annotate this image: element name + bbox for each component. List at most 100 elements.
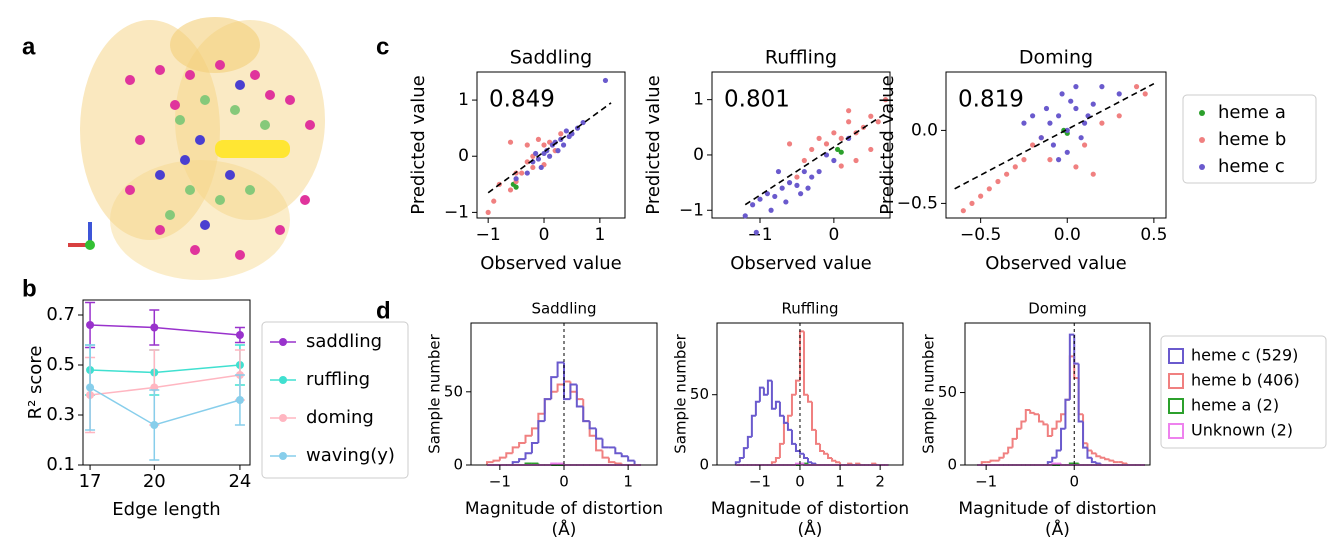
histogram-step	[794, 379, 800, 395]
y-tick-label: 0	[458, 146, 469, 166]
scatter-point	[530, 164, 536, 171]
histogram-step	[492, 459, 500, 463]
panel-label: b	[22, 275, 37, 302]
scatter-point	[742, 213, 748, 219]
scatter-point	[868, 113, 874, 119]
scatter-point	[783, 199, 789, 205]
legend-marker	[1168, 373, 1184, 389]
histogram-step	[1077, 363, 1084, 423]
subplot-title: Saddling	[531, 300, 596, 318]
histogram-step	[835, 460, 841, 464]
y-tick-label: 0.1	[46, 454, 75, 475]
point	[150, 421, 159, 429]
y-axis-label: Sample number	[672, 333, 690, 453]
point	[235, 331, 244, 339]
scatter-point	[538, 164, 544, 171]
x-tick-label: 0	[795, 473, 805, 491]
histogram-step	[802, 453, 808, 459]
histogram-step	[537, 420, 545, 444]
legend-marker	[1199, 164, 1205, 170]
y-tick-label: 50	[690, 385, 709, 403]
histogram-step	[550, 376, 558, 400]
legend-label: heme c	[1218, 156, 1285, 177]
trend-line	[954, 82, 1155, 190]
histogram-step	[806, 394, 813, 403]
histogram-step	[543, 398, 552, 422]
x-axis-label: Observed value	[985, 253, 1127, 274]
scatter-point	[969, 200, 975, 206]
scatter-point	[1116, 91, 1122, 97]
histogram-step	[754, 400, 760, 416]
scatter-point	[485, 209, 491, 215]
histogram-step	[786, 422, 792, 431]
point	[86, 383, 95, 392]
scatter-point	[507, 139, 514, 145]
histogram-step	[1055, 420, 1062, 429]
plot-frame	[945, 71, 1167, 219]
histogram-step	[1121, 462, 1128, 465]
scatter-point	[816, 168, 822, 175]
y-tick-label: 0	[947, 456, 957, 474]
point	[150, 323, 159, 332]
histogram-step	[1051, 456, 1057, 463]
y-tick-label: 1	[458, 90, 469, 110]
histogram-step	[620, 453, 629, 458]
histogram-step	[518, 442, 526, 448]
y-tick-label: 0	[693, 145, 704, 165]
scatter-point	[1004, 171, 1010, 177]
scatter-point	[1064, 127, 1070, 133]
histogram-step	[563, 362, 571, 401]
scatter-point	[560, 142, 567, 148]
legend-label: heme b (406)	[1191, 371, 1300, 390]
scatter-point	[1021, 157, 1027, 163]
histogram-step	[627, 456, 635, 462]
histogram-step	[498, 456, 507, 461]
histogram-step	[569, 383, 577, 400]
x-tick-label: −1	[489, 473, 511, 491]
x-axis-label: Observed value	[480, 253, 622, 274]
legend-label: heme a (2)	[1191, 396, 1279, 415]
histogram-step	[1060, 413, 1066, 422]
histogram-step	[1002, 452, 1009, 458]
legend-label: saddling	[306, 331, 382, 352]
scatter-point	[816, 135, 822, 141]
y-tick-label: 50	[444, 382, 463, 400]
scatter-point	[566, 133, 572, 140]
histogram-step	[1051, 427, 1057, 437]
scatter-point	[533, 150, 539, 157]
histogram-step	[762, 387, 768, 396]
histogram-step	[1038, 414, 1044, 423]
scatter-point	[750, 202, 756, 208]
histogram-step	[511, 446, 520, 454]
histogram-step	[1082, 421, 1088, 449]
legend-label: waving(y)	[306, 445, 395, 466]
scatter-point	[1090, 171, 1096, 177]
histogram-step	[794, 443, 800, 452]
scatter-point	[1116, 113, 1122, 119]
histogram-step	[607, 457, 616, 464]
histogram-step	[1011, 437, 1017, 448]
histogram-step	[802, 331, 808, 396]
x-tick-label: 0	[1069, 473, 1079, 491]
histogram-step	[530, 427, 539, 436]
scatter-point	[1047, 120, 1053, 126]
histogram-step	[1024, 408, 1031, 422]
r-score: 0.801	[724, 87, 790, 113]
x-tick-label: 20	[143, 471, 166, 492]
legend-label: heme b	[1218, 129, 1286, 150]
scatter-point	[768, 207, 774, 213]
y-tick-label: 0.3	[46, 404, 75, 425]
scatter-point	[772, 193, 778, 200]
histogram-step	[827, 453, 833, 459]
histogram-step	[1108, 459, 1114, 462]
histogram-step	[790, 393, 796, 416]
histogram-step	[582, 406, 590, 423]
scatter-point	[823, 141, 830, 147]
x-tick-label: 2	[875, 473, 885, 491]
histogram-step	[1033, 412, 1039, 416]
scatter-point	[1030, 142, 1036, 148]
scatter-point	[764, 191, 770, 197]
legend-marker	[279, 452, 287, 460]
scatter-point	[995, 178, 1001, 185]
histogram-step	[1090, 457, 1097, 464]
